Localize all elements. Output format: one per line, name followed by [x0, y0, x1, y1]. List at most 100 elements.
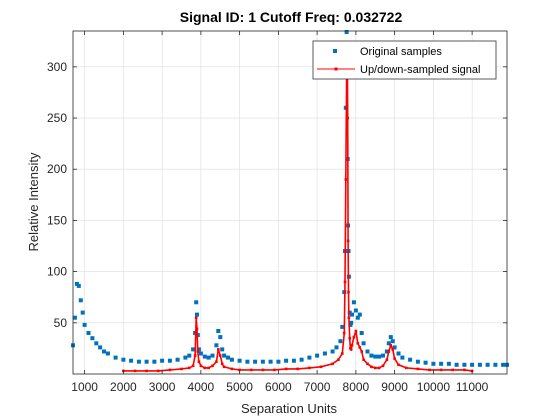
data-point	[136, 359, 141, 364]
data-point	[260, 359, 265, 364]
y-tick-label: 150	[47, 213, 67, 227]
data-point	[408, 357, 413, 362]
data-point	[102, 349, 106, 354]
data-point	[397, 363, 400, 367]
y-axis-label: Relative Intensity	[26, 152, 41, 251]
data-point	[268, 359, 273, 364]
data-point	[113, 355, 118, 360]
data-point	[156, 369, 160, 373]
plot-area	[73, 31, 507, 374]
data-point	[175, 357, 180, 362]
data-point	[226, 355, 230, 360]
x-tick-label: 9000	[381, 380, 408, 394]
data-point	[210, 353, 215, 358]
data-point	[446, 361, 451, 366]
data-point	[90, 336, 95, 341]
data-point	[370, 365, 373, 369]
data-point	[358, 346, 361, 349]
data-point	[351, 300, 356, 305]
data-point	[315, 353, 320, 358]
data-point	[237, 358, 242, 363]
data-point	[191, 364, 195, 368]
data-point	[133, 369, 137, 373]
chart-title: Signal ID: 1 Cutoff Freq: 0.032722	[180, 9, 403, 25]
data-point	[354, 329, 358, 333]
data-point	[423, 360, 428, 365]
data-point	[381, 364, 385, 368]
data-point	[98, 345, 103, 350]
data-point	[470, 362, 475, 367]
data-point	[360, 350, 363, 353]
series-1	[122, 45, 474, 373]
data-point	[352, 335, 356, 339]
data-point	[439, 361, 444, 366]
data-point	[366, 362, 369, 366]
data-point	[308, 366, 311, 370]
data-point	[350, 344, 354, 347]
data-point	[477, 362, 482, 367]
data-point	[195, 327, 199, 331]
legend-label-original: Original samples	[360, 46, 442, 58]
data-point	[319, 365, 323, 369]
data-point	[373, 366, 377, 370]
data-point	[206, 355, 211, 360]
data-point	[416, 367, 420, 371]
data-point	[245, 359, 250, 364]
data-point	[322, 351, 327, 356]
data-point	[203, 366, 206, 370]
tick-labels: 1000 2000 3000 4000 5000 6000 7000 8000 9000 1000…	[47, 31, 507, 394]
data-point	[357, 312, 362, 317]
axes	[72, 30, 508, 375]
data-point	[145, 369, 148, 373]
data-point	[72, 315, 77, 320]
data-point	[349, 320, 354, 325]
x-axis-label: Separation Units	[241, 401, 338, 416]
data-point	[284, 367, 288, 371]
data-point	[340, 324, 345, 329]
data-point	[400, 355, 405, 360]
data-point	[330, 349, 335, 354]
data-point	[168, 368, 172, 372]
data-point	[202, 354, 207, 359]
data-point	[129, 358, 134, 363]
data-point	[431, 361, 436, 366]
data-point	[216, 329, 221, 333]
data-point	[152, 359, 157, 364]
data-point	[222, 365, 226, 369]
data-point	[501, 362, 506, 367]
data-point	[215, 360, 218, 363]
data-point	[218, 354, 222, 357]
data-point	[195, 312, 199, 317]
data-point	[353, 308, 358, 313]
data-point	[356, 342, 360, 345]
data-point	[273, 368, 276, 372]
data-point	[187, 353, 192, 358]
data-point	[197, 360, 201, 363]
data-point	[349, 348, 353, 351]
data-point	[276, 359, 281, 364]
data-point	[359, 331, 364, 335]
data-point	[220, 362, 224, 366]
x-tick-label: 7000	[304, 380, 331, 394]
data-point	[462, 362, 467, 367]
data-point	[377, 354, 382, 359]
data-point	[253, 359, 258, 364]
data-point	[196, 350, 200, 353]
data-point	[428, 368, 431, 372]
data-point	[167, 358, 172, 363]
data-point	[451, 368, 454, 372]
x-tick-label: 3000	[149, 380, 176, 394]
data-point	[485, 362, 490, 367]
legend-box	[312, 40, 497, 80]
data-point	[404, 366, 408, 370]
x-tick-label: 11000	[456, 380, 489, 394]
data-point	[348, 322, 353, 327]
x-tick-label: 8000	[343, 380, 370, 394]
data-point	[299, 357, 304, 362]
data-point	[121, 357, 126, 362]
y-tick-label: 200	[47, 162, 67, 176]
data-point	[214, 343, 219, 348]
data-point	[199, 364, 203, 368]
